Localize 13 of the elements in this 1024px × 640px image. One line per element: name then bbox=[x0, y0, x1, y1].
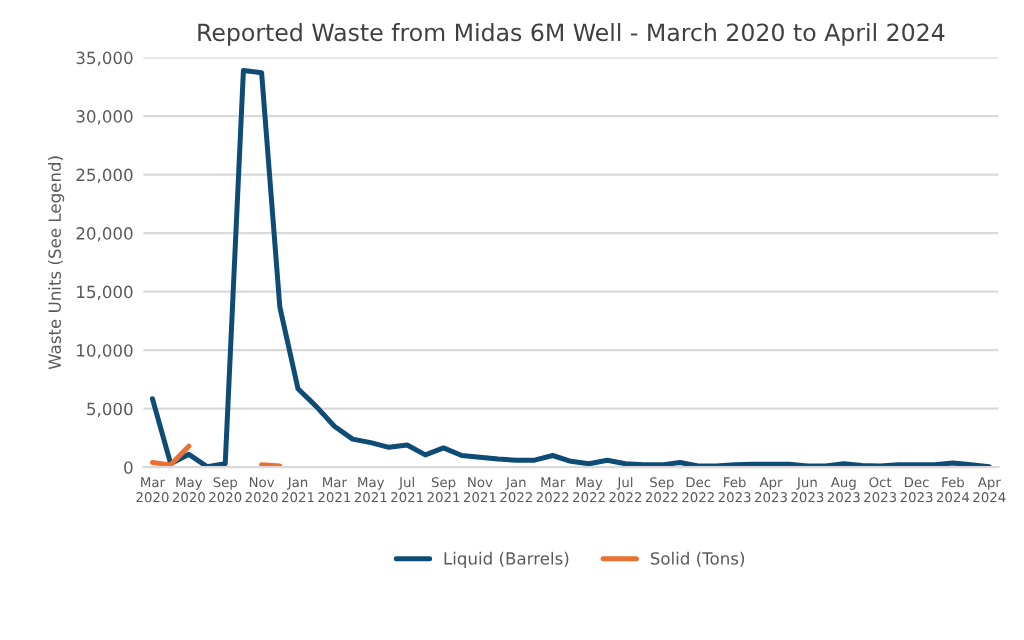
y-tick-label: 5,000 bbox=[87, 402, 133, 417]
y-tick-label: 25,000 bbox=[76, 168, 133, 183]
y-tick-label: 20,000 bbox=[76, 227, 133, 242]
line-series bbox=[149, 67, 992, 468]
y-tick-label: 0 bbox=[124, 461, 133, 474]
legend-label: Solid (Tons) bbox=[650, 551, 745, 567]
y-axis-title: Waste Units (See Legend) bbox=[48, 156, 65, 370]
legend-label: Liquid (Barrels) bbox=[444, 551, 569, 568]
y-tick-label: 15,000 bbox=[77, 285, 133, 300]
y-tick-label: 10,000 bbox=[77, 344, 133, 359]
y-tick-label: 35,000 bbox=[76, 51, 133, 66]
y-tick-label: 30,000 bbox=[76, 110, 133, 125]
chart-title: Reported Waste from Midas 6M Well - March 2020 to April 2024 bbox=[198, 22, 945, 46]
